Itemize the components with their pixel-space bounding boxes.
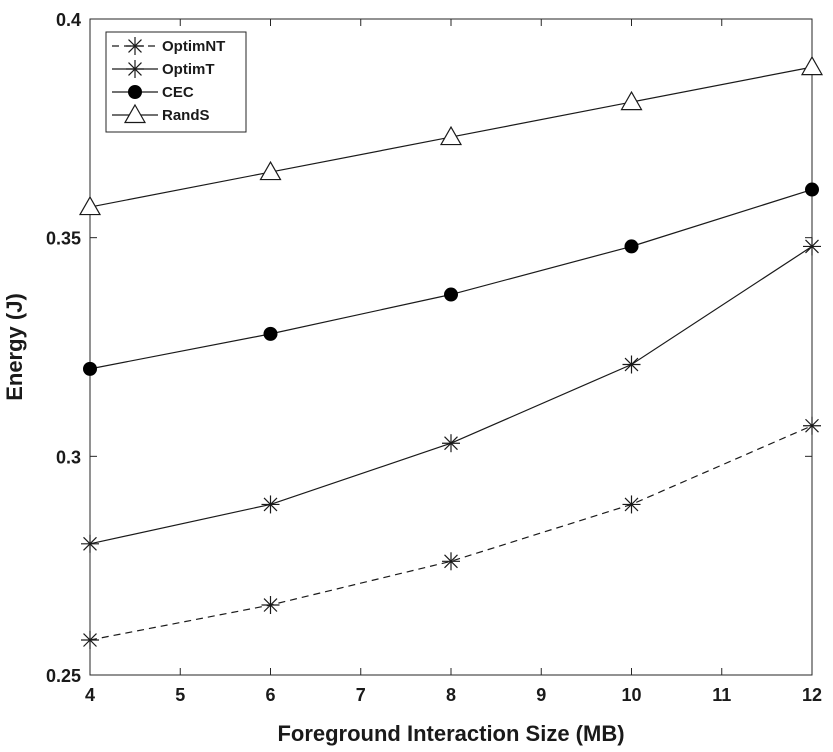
data-point-rands [439,125,463,146]
series-line-optimnt [89,425,813,641]
x-tick-label: 9 [536,685,546,705]
data-point-optimt [622,355,641,374]
x-tick-label: 10 [621,685,641,705]
data-point-optimnt [803,416,821,435]
legend: OptimNT OptimT CEC RandS [105,31,247,133]
data-point-cec [83,361,97,376]
legend-item-rands: RandS [112,103,210,124]
series-layer [78,55,824,650]
data-point-cec [805,182,819,197]
data-point-cec [444,287,458,302]
x-tick-label: 6 [265,685,275,705]
legend-label: OptimNT [162,38,225,55]
y-tick-label: 0.4 [56,10,81,30]
legend-marker [126,37,144,55]
y-tick-label: 0.3 [56,447,81,467]
y-tick-label: 0.35 [46,229,81,249]
axes-layer: 4 5 6 7 8 9 10 11 12 0.25 0.3 0.35 0.4 [46,10,822,705]
data-point-rands [259,160,282,181]
data-point-optimnt [81,631,99,650]
legend-label: OptimT [162,61,215,78]
y-axis-title: Energy (J) [2,293,27,401]
legend-marker [126,60,144,78]
data-point-optimnt [261,596,280,615]
data-point-optimt [442,434,460,453]
legend-marker [123,103,147,124]
legend-label: RandS [162,107,210,124]
data-point-cec [263,326,278,341]
x-tick-label: 11 [712,685,731,705]
legend-label: CEC [162,84,194,101]
data-point-cec [624,239,639,254]
data-point-rands [800,55,824,76]
x-tick-label: 12 [802,685,822,705]
y-tick-label: 0.25 [46,666,81,686]
data-point-rands [620,90,643,111]
legend-item-cec: CEC [112,84,194,101]
legend-item-optimnt: OptimNT [112,37,225,55]
data-point-optimnt [622,495,641,514]
data-point-optimnt [442,552,460,571]
x-tick-label: 4 [85,685,95,705]
legend-marker [128,85,142,99]
legend-item-optimt: OptimT [112,60,215,78]
x-tick-label: 5 [175,685,185,705]
data-point-optimt [81,534,99,553]
data-point-rands [78,195,102,216]
data-point-optimt [261,495,280,514]
data-point-optimt [803,237,821,256]
x-tick-label: 8 [446,685,456,705]
x-axis-title: Foreground Interaction Size (MB) [277,721,624,746]
x-tick-label: 7 [356,685,366,705]
